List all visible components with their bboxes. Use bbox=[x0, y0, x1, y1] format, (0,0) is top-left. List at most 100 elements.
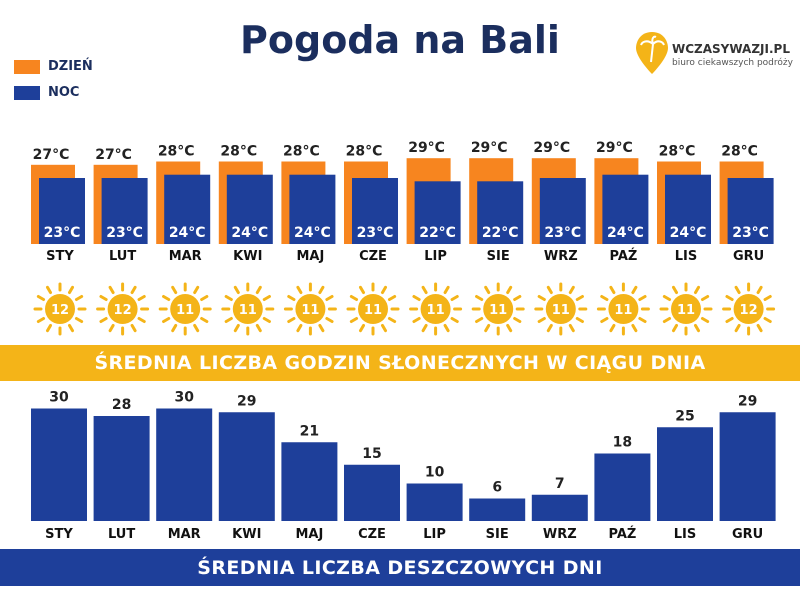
rain-days-value: 15 bbox=[362, 446, 381, 462]
sunshine-hours-value: 11 bbox=[364, 303, 382, 318]
sunshine-hours-value: 11 bbox=[427, 303, 445, 318]
rain-days-value: 28 bbox=[112, 397, 131, 413]
rain-month-label: STY bbox=[45, 527, 73, 542]
sun-icon bbox=[596, 282, 650, 336]
night-temp-bar bbox=[289, 174, 336, 244]
sun-icon bbox=[409, 282, 463, 336]
sunshine-hours-value: 12 bbox=[51, 303, 69, 318]
sunshine-hours-value: 11 bbox=[301, 303, 319, 318]
night-temp-label: 24°C bbox=[607, 225, 644, 241]
sun-icon bbox=[221, 282, 275, 336]
night-temp-label: 24°C bbox=[670, 225, 707, 241]
day-temp-label: 28°C bbox=[220, 144, 257, 160]
rain-days-value: 29 bbox=[237, 393, 256, 409]
day-temp-label: 28°C bbox=[158, 144, 195, 160]
night-temp-bar bbox=[414, 181, 461, 244]
day-temp-label: 28°C bbox=[721, 144, 758, 160]
rain-days-bar bbox=[531, 494, 588, 521]
rain-month-label: MAJ bbox=[295, 527, 323, 542]
legend-night-swatch bbox=[14, 86, 40, 100]
sun-icon bbox=[283, 282, 337, 336]
night-temp-label: 23°C bbox=[106, 225, 143, 241]
rain-title-band: ŚREDNIA LICZBA DESZCZOWYCH DNI bbox=[0, 549, 800, 586]
night-temp-bar bbox=[352, 178, 398, 244]
rain-days-bar bbox=[594, 453, 651, 521]
sun-icon bbox=[346, 282, 400, 336]
rain-days-value: 29 bbox=[738, 393, 757, 409]
logo-name: WCZASYWAZJI.PL bbox=[672, 42, 790, 56]
night-temp-label: 22°C bbox=[419, 225, 456, 241]
night-temp-label: 24°C bbox=[294, 225, 331, 241]
night-temp-bar bbox=[39, 178, 85, 244]
legend-day-label: DZIEŃ bbox=[48, 59, 93, 74]
day-temp-label: 29°C bbox=[408, 140, 445, 156]
rain-days-value: 7 bbox=[555, 476, 565, 492]
rain-days-value: 10 bbox=[425, 465, 445, 481]
night-temp-label: 23°C bbox=[357, 225, 394, 241]
night-temp-label: 24°C bbox=[169, 225, 206, 241]
temp-month-label: LUT bbox=[109, 249, 136, 264]
night-temp-label: 23°C bbox=[732, 225, 769, 241]
rain-month-label: SIE bbox=[486, 527, 509, 542]
rain-month-label: MAR bbox=[168, 527, 201, 542]
rain-days-bar bbox=[344, 464, 400, 521]
night-temp-bar bbox=[477, 181, 524, 244]
sun-icon bbox=[158, 282, 212, 336]
palm-logo-icon bbox=[636, 32, 668, 74]
rain-days-value: 25 bbox=[675, 408, 694, 424]
sun-icon bbox=[534, 282, 588, 336]
rain-days-bar bbox=[93, 416, 150, 521]
sunshine-hours-value: 11 bbox=[489, 303, 507, 318]
night-temp-label: 23°C bbox=[44, 225, 81, 241]
rain-month-label: PAŹ bbox=[608, 526, 636, 542]
page-title: Pogoda na Bali bbox=[240, 18, 560, 62]
sunshine-title-band: ŚREDNIA LICZBA GODZIN SŁONECZNYCH W CIĄG… bbox=[0, 345, 800, 381]
day-temp-label: 29°C bbox=[533, 140, 570, 156]
sun-icon bbox=[471, 282, 525, 336]
logo-tagline: biuro ciekawszych podróży bbox=[672, 58, 793, 68]
temp-month-label: WRZ bbox=[544, 249, 578, 264]
rain-days-bar bbox=[218, 412, 275, 521]
day-temp-label: 28°C bbox=[346, 144, 383, 160]
sun-icon bbox=[659, 282, 713, 336]
night-temp-bar bbox=[539, 178, 586, 244]
day-temp-label: 29°C bbox=[471, 140, 508, 156]
rain-days-value: 18 bbox=[613, 435, 632, 451]
rain-days-value: 30 bbox=[174, 390, 194, 406]
sunshine-hours-value: 12 bbox=[114, 303, 132, 318]
day-temp-label: 28°C bbox=[283, 144, 320, 160]
rain-month-label: CZE bbox=[358, 527, 386, 542]
temp-month-label: GRU bbox=[733, 249, 764, 264]
rain-month-label: LUT bbox=[108, 527, 135, 542]
night-temp-bar bbox=[226, 174, 273, 244]
temp-month-label: LIS bbox=[675, 249, 697, 264]
temp-month-label: PAŹ bbox=[609, 248, 637, 264]
sunshine-hours-value: 11 bbox=[239, 303, 257, 318]
night-temp-bar bbox=[164, 174, 211, 244]
legend-night-label: NOC bbox=[48, 85, 80, 100]
sunshine-hours-value: 12 bbox=[740, 303, 758, 318]
night-temp-label: 23°C bbox=[544, 225, 581, 241]
legend-day-swatch bbox=[14, 60, 40, 74]
temp-month-label: STY bbox=[46, 249, 74, 264]
rain-days-chart: 30 STY 28 LUT 30 MAR 29 KWI 21 MAJ 15 CZE 10 LIP 6 SIE 7… bbox=[31, 390, 776, 542]
night-temp-bar bbox=[727, 178, 774, 244]
temp-month-label: KWI bbox=[233, 249, 262, 264]
night-temp-bar bbox=[602, 174, 649, 244]
sun-icon bbox=[722, 282, 776, 336]
rain-days-value: 6 bbox=[492, 480, 502, 496]
sun-icon bbox=[33, 282, 87, 336]
day-temp-label: 27°C bbox=[33, 147, 70, 163]
temp-month-label: MAJ bbox=[296, 249, 324, 264]
day-temp-label: 29°C bbox=[596, 140, 633, 156]
sunshine-hours-value: 11 bbox=[552, 303, 570, 318]
rain-month-label: KWI bbox=[232, 527, 261, 542]
sunshine-hours-value: 11 bbox=[614, 303, 632, 318]
temp-month-label: CZE bbox=[359, 249, 387, 264]
sun-icon bbox=[96, 282, 150, 336]
day-temp-label: 27°C bbox=[95, 147, 132, 163]
rain-month-label: WRZ bbox=[543, 527, 577, 542]
rain-days-bar bbox=[719, 412, 776, 521]
rain-days-value: 21 bbox=[300, 423, 319, 439]
rain-days-bar bbox=[281, 442, 338, 521]
